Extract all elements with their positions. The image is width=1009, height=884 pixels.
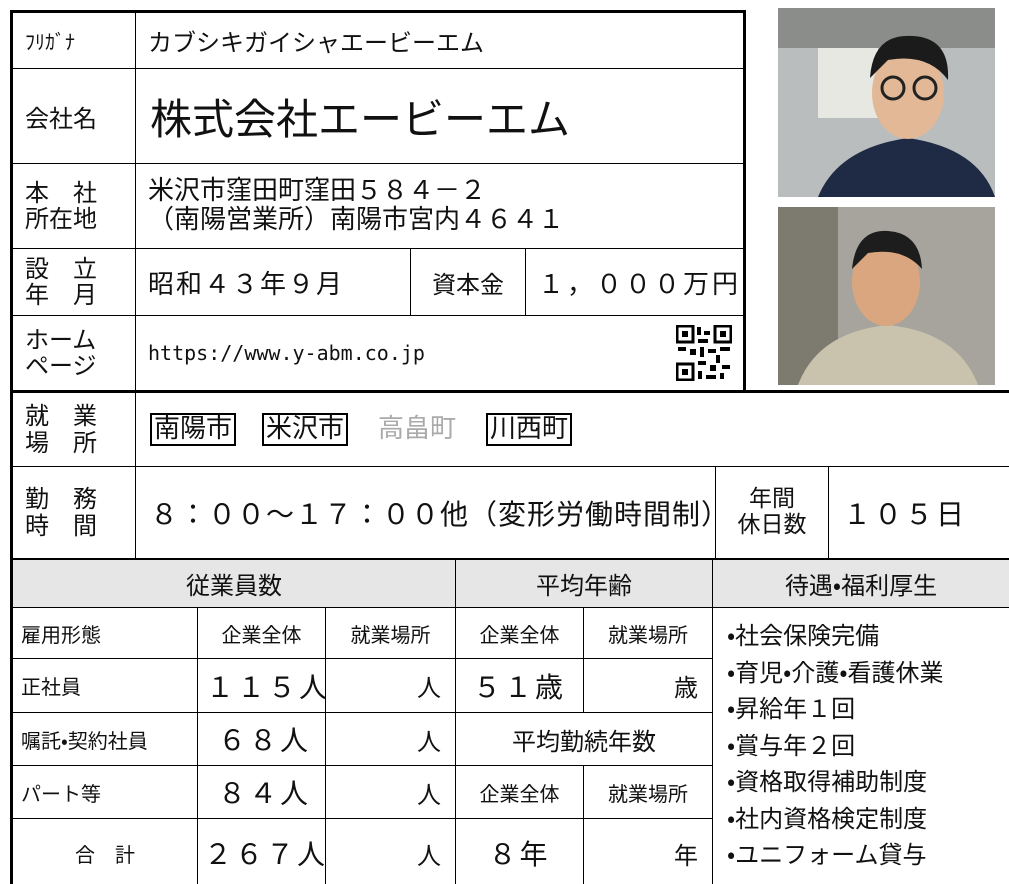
column-header: 就業場所 <box>325 607 456 659</box>
label-line: 勤 務 <box>25 485 97 514</box>
address: 米沢市窪田町窪田５８４－２ （南陽営業所）南陽市宮内４６４１ <box>135 163 746 249</box>
location: 米沢市 <box>262 413 349 446</box>
homepage-label: ホーム ページ <box>10 315 136 391</box>
address-line: （南陽営業所）南陽市宮内４６４１ <box>148 205 565 235</box>
count: ８４人 <box>197 765 326 819</box>
count: 人 <box>325 818 456 884</box>
locations-label: 就 業 場 所 <box>10 390 136 467</box>
company-name: 株式会社エービーエム <box>135 68 746 164</box>
count: １１５人 <box>197 658 326 713</box>
capital: １，０００万円 <box>525 248 746 316</box>
label-line: ページ <box>25 352 97 380</box>
row-label: 正社員 <box>10 658 198 713</box>
age: 歳 <box>583 658 713 713</box>
row-label: 嘱託・契約社員 <box>10 712 198 766</box>
age: ５１歳 <box>455 658 584 713</box>
hours: ８：００～１７：００他（変形労働時間制） <box>135 466 716 559</box>
benefit-item: ・社会保険完備 <box>727 622 880 650</box>
benefit-item: ・社内資格検定制度 <box>727 804 928 833</box>
row-label: パート等 <box>10 765 198 819</box>
count: 人 <box>325 712 456 766</box>
column-header: 企業全体 <box>197 607 326 659</box>
address-line: 米沢市窪田町窪田５８４－２ <box>148 176 487 207</box>
column-header: 就業場所 <box>583 607 713 659</box>
photo <box>778 207 995 385</box>
location: 高畠町 <box>378 414 457 445</box>
holidays-label: 年間 休日数 <box>715 466 829 559</box>
column-header: 就業場所 <box>583 765 713 819</box>
column-header: 雇用形態 <box>10 607 198 659</box>
holidays: １０５日 <box>828 466 1009 559</box>
photo <box>778 8 995 197</box>
founded: 昭和４３年９月 <box>135 248 411 316</box>
benefit-item: ・賞与年２回 <box>727 731 856 760</box>
benefits-header: 待遇・福利厚生 <box>712 558 1009 608</box>
count: ２６７人 <box>197 818 326 884</box>
count: 人 <box>325 658 456 713</box>
count: 人 <box>325 765 456 819</box>
founded-label: 設 立 年 月 <box>10 248 136 316</box>
benefits: ・社会保険完備・育児・介護・看護休業 ・昇給年１回 ・賞与年２回・資格取得補助制度・… <box>712 607 1009 884</box>
tenure: 年 <box>583 818 713 884</box>
homepage[interactable]: https://www.y-abm.co.jp <box>135 315 746 391</box>
label-line: 本 社 <box>25 178 97 207</box>
label-line: 時 間 <box>25 511 97 540</box>
benefit-item: ・ユニフォーム貸与 <box>727 841 927 869</box>
capital-label: 資本金 <box>410 248 526 316</box>
benefit-item: ・昇給年１回 <box>727 695 856 723</box>
location: 川西町 <box>486 413 573 446</box>
qr-code <box>676 325 732 381</box>
label-line: 場 所 <box>25 428 97 457</box>
age-header: 平均年齢 <box>455 558 713 608</box>
benefit-item: ・資格取得補助制度 <box>727 768 928 796</box>
label-line: ホーム <box>25 325 97 354</box>
label-line: 所在地 <box>25 205 97 233</box>
label-line: 設 立 <box>25 254 97 283</box>
location: 南陽市 <box>150 413 237 446</box>
hours-label: 勤 務 時 間 <box>10 466 136 559</box>
count: ６８人 <box>197 712 326 766</box>
label-line: 休日数 <box>737 511 807 538</box>
locations: 南陽市 米沢市 高畠町 川西町 <box>135 390 1009 467</box>
furigana-label: ﾌﾘｶﾞﾅ <box>10 10 136 69</box>
row-label: 合 計 <box>10 818 198 884</box>
column-header: 企業全体 <box>455 607 584 659</box>
benefit-item: ・育児・介護・看護休業 <box>727 658 944 687</box>
tenure: ８年 <box>455 818 584 884</box>
name-label: 会社名 <box>10 68 136 164</box>
tenure-header: 平均勤続年数 <box>455 712 713 766</box>
label-line: 就 業 <box>25 402 97 431</box>
label-line: 年 月 <box>25 281 97 309</box>
employees-header: 従業員数 <box>10 558 456 608</box>
column-header: 企業全体 <box>455 765 584 819</box>
address-label: 本 社 所在地 <box>10 163 136 249</box>
furigana: カブシキガイシャエービーエム <box>135 10 746 69</box>
label-line: 年間 <box>749 486 795 513</box>
